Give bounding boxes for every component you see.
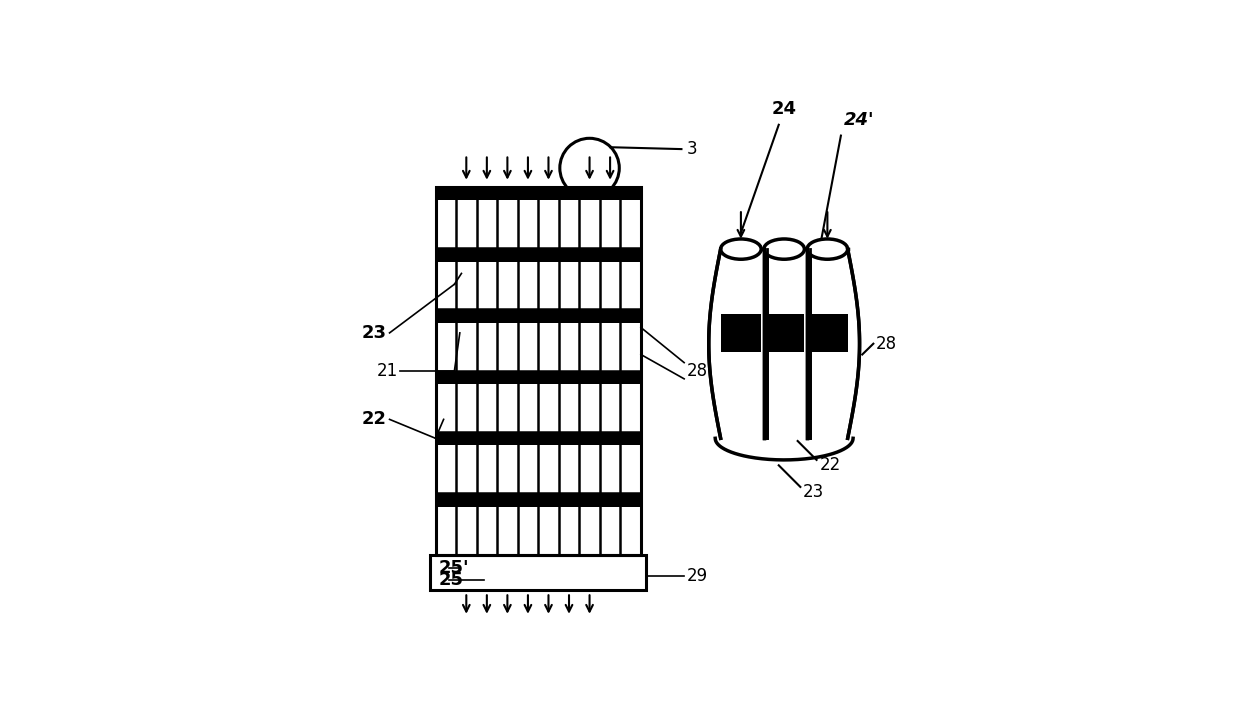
Bar bbox=[764, 249, 805, 438]
Bar bbox=[430, 555, 646, 590]
Ellipse shape bbox=[764, 239, 805, 259]
Bar bbox=[435, 494, 641, 507]
Text: 22: 22 bbox=[362, 411, 387, 428]
Text: 29: 29 bbox=[687, 567, 708, 585]
Bar bbox=[435, 310, 641, 323]
Text: 21: 21 bbox=[377, 362, 398, 380]
Text: 24': 24' bbox=[843, 111, 874, 128]
Bar bbox=[807, 249, 848, 438]
Text: 23: 23 bbox=[362, 324, 387, 342]
Text: 28: 28 bbox=[687, 362, 708, 380]
Bar bbox=[435, 187, 641, 200]
Text: 28: 28 bbox=[875, 335, 898, 352]
Bar bbox=[435, 432, 641, 446]
Bar bbox=[764, 314, 805, 352]
Bar bbox=[720, 314, 761, 352]
Ellipse shape bbox=[807, 239, 848, 259]
Bar bbox=[435, 249, 641, 262]
Bar bbox=[435, 187, 641, 555]
Ellipse shape bbox=[720, 239, 761, 259]
Text: 25: 25 bbox=[438, 571, 464, 590]
Bar bbox=[764, 314, 766, 352]
Text: 23: 23 bbox=[804, 484, 825, 501]
Bar bbox=[720, 249, 761, 438]
Text: 3: 3 bbox=[687, 140, 697, 158]
Text: 24: 24 bbox=[771, 100, 796, 118]
Bar bbox=[807, 314, 848, 352]
Bar bbox=[807, 314, 810, 352]
Bar bbox=[435, 187, 641, 555]
Bar bbox=[435, 371, 641, 384]
Text: 25': 25' bbox=[438, 559, 469, 577]
Text: 22: 22 bbox=[820, 456, 841, 475]
